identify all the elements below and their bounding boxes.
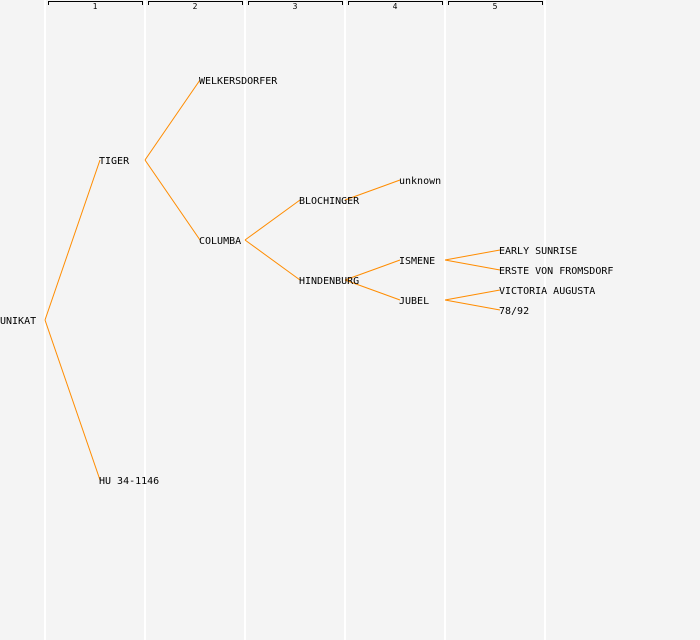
connector-line [244,239,301,281]
pedigree-node-erste[interactable]: ERSTE VON FROMSDORF [499,266,613,277]
connector-line [344,179,401,201]
pedigree-node-ismene[interactable]: ISMENE [399,256,435,267]
connector-line [144,79,201,161]
connector-line [344,259,401,281]
generation-label: 5 [493,2,498,11]
column-divider [144,0,146,640]
pedigree-node-unknown[interactable]: unknown [399,176,441,187]
pedigree-node-hindenburg[interactable]: HINDENBURG [299,276,359,287]
pedigree-node-n7892[interactable]: 78/92 [499,306,529,317]
pedigree-node-hu[interactable]: HU 34-1146 [99,476,159,487]
generation-bracket [448,1,543,5]
column-divider [344,0,346,640]
connector-line [444,249,501,261]
connector-line [144,159,201,241]
pedigree-node-victoria[interactable]: VICTORIA AUGUSTA [499,286,595,297]
connector-line [244,199,301,241]
generation-label: 2 [193,2,198,11]
connector-line [44,159,101,321]
generation-bracket [248,1,343,5]
pedigree-node-unikat[interactable]: UNIKAT [0,316,36,327]
pedigree-node-early[interactable]: EARLY SUNRISE [499,246,577,257]
connector-line [44,319,101,481]
connector-line [344,279,401,301]
generation-label: 3 [293,2,298,11]
generation-label: 4 [393,2,398,11]
connector-line [444,259,501,271]
pedigree-node-tiger[interactable]: TIGER [99,156,130,167]
column-divider [244,0,246,640]
pedigree-node-blochinger[interactable]: BLOCHINGER [299,196,360,207]
connector-line [444,289,501,301]
pedigree-node-jubel[interactable]: JUBEL [399,296,429,307]
generation-bracket [148,1,243,5]
pedigree-node-welkersdorfer[interactable]: WELKERSDORFER [199,76,278,87]
pedigree-node-columba[interactable]: COLUMBA [199,236,241,247]
generation-bracket [348,1,443,5]
column-divider [544,0,546,640]
generation-label: 1 [93,2,98,11]
column-divider [444,0,446,640]
connector-line [444,299,501,311]
generation-bracket [48,1,143,5]
